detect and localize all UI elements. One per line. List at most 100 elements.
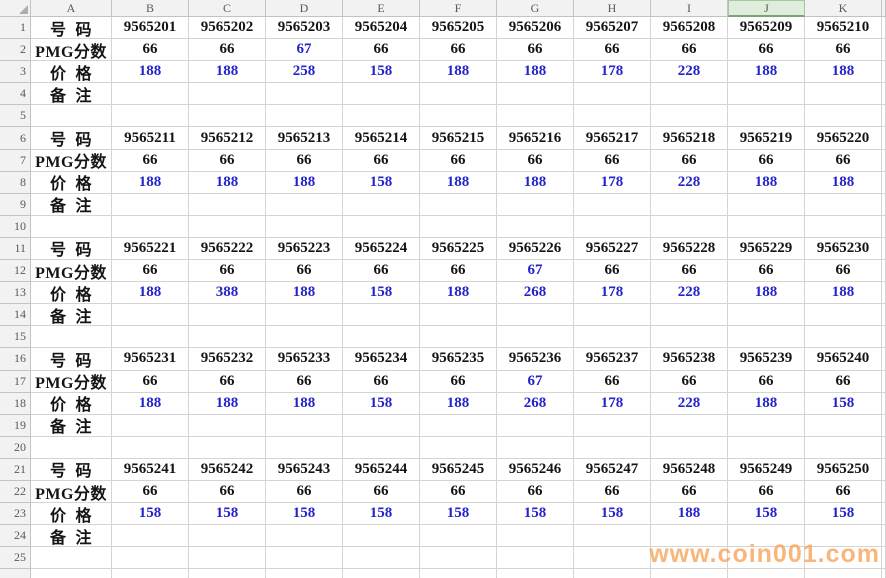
cell-F18[interactable]: 188 bbox=[420, 392, 497, 415]
cell-sliver-13[interactable] bbox=[882, 282, 886, 305]
cell-B22[interactable]: 66 bbox=[112, 480, 189, 504]
cell-D9[interactable] bbox=[266, 193, 343, 216]
cell-B9[interactable] bbox=[112, 193, 189, 216]
row-header-10[interactable]: 10 bbox=[0, 215, 31, 238]
cell-F1[interactable]: 9565205 bbox=[420, 17, 497, 40]
cell-I22[interactable]: 66 bbox=[651, 480, 728, 504]
row-header-15[interactable]: 15 bbox=[0, 326, 31, 349]
cell-K15[interactable] bbox=[805, 326, 882, 349]
cell-C13[interactable]: 388 bbox=[189, 282, 266, 305]
cell-B24[interactable] bbox=[112, 525, 189, 548]
cell-G23[interactable]: 158 bbox=[497, 503, 574, 526]
cell-sliver-5[interactable] bbox=[882, 105, 886, 128]
cell-C24[interactable] bbox=[189, 525, 266, 548]
cell-C1[interactable]: 9565202 bbox=[189, 17, 266, 40]
cell-D15[interactable] bbox=[266, 326, 343, 349]
cell-K25[interactable] bbox=[805, 547, 882, 570]
cell-K5[interactable] bbox=[805, 105, 882, 128]
cell-J7[interactable]: 66 bbox=[728, 149, 805, 172]
cell-C14[interactable] bbox=[189, 304, 266, 327]
cell-J16[interactable]: 9565239 bbox=[728, 348, 805, 371]
cell-G5[interactable] bbox=[497, 105, 574, 128]
cell-sliver-19[interactable] bbox=[882, 414, 886, 437]
cell-E8[interactable]: 158 bbox=[343, 171, 420, 194]
cell-G1[interactable]: 9565206 bbox=[497, 17, 574, 40]
row-header-25[interactable]: 25 bbox=[0, 547, 31, 570]
cell-C22[interactable]: 66 bbox=[189, 480, 266, 504]
cell-D18[interactable]: 188 bbox=[266, 392, 343, 415]
cell-D22[interactable]: 66 bbox=[266, 480, 343, 504]
cell-G16[interactable]: 9565236 bbox=[497, 348, 574, 371]
col-header-D[interactable]: D bbox=[266, 0, 343, 17]
cell-E22[interactable]: 66 bbox=[343, 480, 420, 504]
cell-K1[interactable]: 9565210 bbox=[805, 17, 882, 40]
cell-I12[interactable]: 66 bbox=[651, 260, 728, 283]
row-header-3[interactable]: 3 bbox=[0, 61, 31, 84]
cell-sliver-15[interactable] bbox=[882, 326, 886, 349]
row-header-26[interactable] bbox=[0, 569, 31, 578]
row-header-11[interactable]: 11 bbox=[0, 237, 31, 261]
cell-D19[interactable] bbox=[266, 414, 343, 437]
cell-B16[interactable]: 9565231 bbox=[112, 348, 189, 371]
cell-I3[interactable]: 228 bbox=[651, 61, 728, 84]
cell-D11[interactable]: 9565223 bbox=[266, 237, 343, 261]
cell-I8[interactable]: 228 bbox=[651, 171, 728, 194]
cell-H22[interactable]: 66 bbox=[574, 480, 651, 504]
cell-F12[interactable]: 66 bbox=[420, 260, 497, 283]
cell-I14[interactable] bbox=[651, 304, 728, 327]
cell-C21[interactable]: 9565242 bbox=[189, 458, 266, 481]
cell-F19[interactable] bbox=[420, 414, 497, 437]
select-all-corner[interactable] bbox=[0, 0, 31, 17]
row-header-16[interactable]: 16 bbox=[0, 348, 31, 371]
cell-B19[interactable] bbox=[112, 414, 189, 437]
cell-H16[interactable]: 9565237 bbox=[574, 348, 651, 371]
cell-G25[interactable] bbox=[497, 547, 574, 570]
cell-D14[interactable] bbox=[266, 304, 343, 327]
cell-E16[interactable]: 9565234 bbox=[343, 348, 420, 371]
cell-E7[interactable]: 66 bbox=[343, 149, 420, 172]
cell-G22[interactable]: 66 bbox=[497, 480, 574, 504]
cell-F21[interactable]: 9565245 bbox=[420, 458, 497, 481]
cell-D3[interactable]: 258 bbox=[266, 61, 343, 84]
cell-H9[interactable] bbox=[574, 193, 651, 216]
cell-A6[interactable]: 号 码 bbox=[31, 127, 112, 150]
cell-I21[interactable]: 9565248 bbox=[651, 458, 728, 481]
col-header-H[interactable]: H bbox=[574, 0, 651, 17]
cell-G4[interactable] bbox=[497, 83, 574, 106]
cell-E1[interactable]: 9565204 bbox=[343, 17, 420, 40]
cell-sliver-12[interactable] bbox=[882, 260, 886, 283]
cell-A19[interactable]: 备 注 bbox=[31, 414, 112, 437]
cell-K22[interactable]: 66 bbox=[805, 480, 882, 504]
cell-D10[interactable] bbox=[266, 215, 343, 238]
cell-C12[interactable]: 66 bbox=[189, 260, 266, 283]
cell-E11[interactable]: 9565224 bbox=[343, 237, 420, 261]
cell-K9[interactable] bbox=[805, 193, 882, 216]
cell-A17[interactable]: PMG分数 bbox=[31, 370, 112, 393]
cell-G2[interactable]: 66 bbox=[497, 39, 574, 62]
cell-D6[interactable]: 9565213 bbox=[266, 127, 343, 150]
cell-A20[interactable] bbox=[31, 436, 112, 459]
cell-E12[interactable]: 66 bbox=[343, 260, 420, 283]
cell-G19[interactable] bbox=[497, 414, 574, 437]
cell-G13[interactable]: 268 bbox=[497, 282, 574, 305]
cell-C8[interactable]: 188 bbox=[189, 171, 266, 194]
cell-G24[interactable] bbox=[497, 525, 574, 548]
cell-A2[interactable]: PMG分数 bbox=[31, 39, 112, 62]
cell-B6[interactable]: 9565211 bbox=[112, 127, 189, 150]
cell-C16[interactable]: 9565232 bbox=[189, 348, 266, 371]
cell-E15[interactable] bbox=[343, 326, 420, 349]
cell-A10[interactable] bbox=[31, 215, 112, 238]
cell-F26[interactable] bbox=[420, 569, 497, 578]
cell-F6[interactable]: 9565215 bbox=[420, 127, 497, 150]
row-header-22[interactable]: 22 bbox=[0, 480, 31, 504]
cell-K24[interactable] bbox=[805, 525, 882, 548]
cell-sliver-20[interactable] bbox=[882, 436, 886, 459]
cell-B21[interactable]: 9565241 bbox=[112, 458, 189, 481]
cell-F4[interactable] bbox=[420, 83, 497, 106]
cell-F10[interactable] bbox=[420, 215, 497, 238]
cell-H21[interactable]: 9565247 bbox=[574, 458, 651, 481]
cell-A18[interactable]: 价 格 bbox=[31, 392, 112, 415]
cell-G12[interactable]: 67 bbox=[497, 260, 574, 283]
cell-F7[interactable]: 66 bbox=[420, 149, 497, 172]
cell-J3[interactable]: 188 bbox=[728, 61, 805, 84]
